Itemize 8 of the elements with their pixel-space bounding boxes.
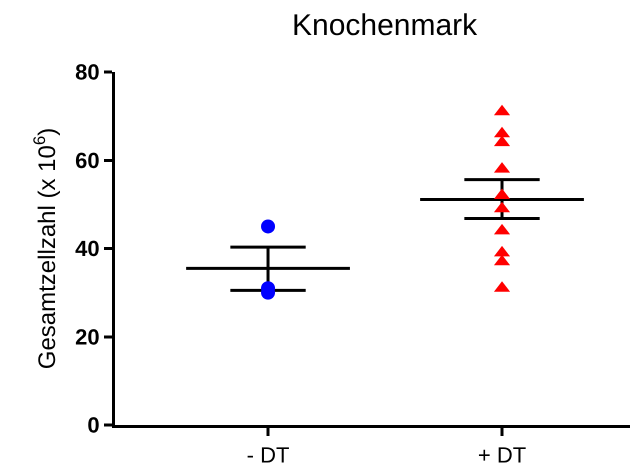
chart-title: Knochenmark [292, 8, 478, 42]
y-tick-label: 40 [75, 236, 100, 262]
y-tick-label: 80 [75, 60, 100, 85]
y-tick-label: 60 [75, 148, 100, 173]
y-tick-label: 0 [87, 412, 100, 438]
y-tick-label: 20 [75, 324, 100, 350]
x-tick-label: - DT [246, 442, 290, 464]
x-tick-label: + DT [478, 442, 526, 464]
